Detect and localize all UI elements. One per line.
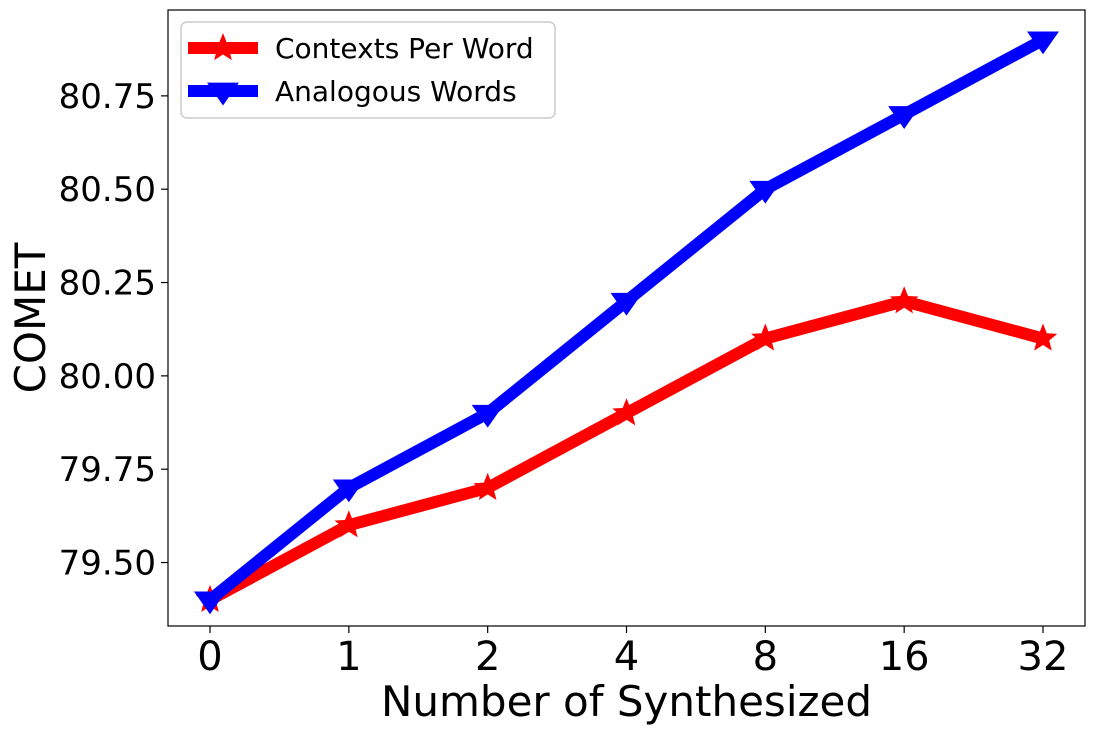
data-point-triangle bbox=[888, 106, 921, 129]
series-line bbox=[207, 295, 1045, 606]
series-layer bbox=[194, 31, 1059, 615]
y-tick-label: 80.75 bbox=[59, 77, 156, 117]
series-analogous-words bbox=[194, 31, 1059, 615]
x-tick-label: 4 bbox=[614, 634, 639, 680]
x-tick-label: 1 bbox=[336, 634, 361, 680]
data-point-triangle bbox=[471, 404, 504, 428]
data-point-triangle bbox=[194, 591, 226, 615]
data-point-star bbox=[334, 510, 364, 538]
ticks-layer: 0 1 2 4 8 16 32 79.50 79.75 80.00 80.25 80.50 80.75 bbox=[59, 77, 1069, 680]
data-point-star bbox=[473, 472, 502, 500]
legend: Contexts Per Word Analogous Words bbox=[180, 21, 556, 119]
x-tick-label: 0 bbox=[197, 634, 222, 680]
x-tick-label: 8 bbox=[753, 634, 778, 680]
data-point-triangle bbox=[749, 180, 782, 204]
data-point-triangle bbox=[1027, 31, 1059, 55]
legend-box bbox=[180, 21, 556, 119]
x-tick-label: 16 bbox=[879, 634, 930, 680]
series-line bbox=[206, 34, 1046, 605]
data-point-triangle bbox=[332, 479, 365, 503]
data-point-star bbox=[751, 323, 780, 351]
x-tick-label: 2 bbox=[475, 634, 500, 680]
y-tick-label: 79.50 bbox=[59, 544, 156, 584]
legend-marker-triangle bbox=[207, 82, 239, 106]
series-contexts-per-word bbox=[195, 286, 1058, 612]
y-tick-label: 80.25 bbox=[59, 264, 156, 304]
y-tick-label: 79.75 bbox=[59, 450, 156, 490]
legend-label: Analogous Words bbox=[275, 75, 517, 108]
data-point-star bbox=[612, 398, 641, 426]
y-tick-label: 80.50 bbox=[59, 170, 156, 210]
x-tick-label: 32 bbox=[1018, 634, 1069, 680]
legend-marker-star bbox=[208, 33, 238, 61]
y-tick-label: 80.00 bbox=[59, 357, 156, 397]
data-point-star bbox=[1028, 323, 1058, 351]
legend-label: Contexts Per Word bbox=[275, 32, 534, 65]
y-axis-title: COMET bbox=[6, 242, 55, 393]
data-point-triangle bbox=[610, 292, 643, 316]
x-axis-title: Number of Synthesized bbox=[381, 677, 872, 726]
data-point-star bbox=[889, 286, 919, 314]
